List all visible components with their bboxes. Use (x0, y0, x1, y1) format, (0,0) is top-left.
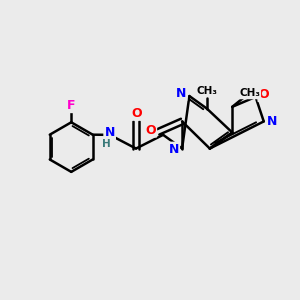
Text: CH₃: CH₃ (239, 88, 260, 98)
Text: F: F (67, 99, 76, 112)
Text: N: N (176, 87, 186, 100)
Text: H: H (103, 139, 112, 148)
Text: N: N (267, 115, 278, 128)
Text: O: O (258, 88, 269, 101)
Text: N: N (105, 126, 115, 139)
Text: O: O (131, 107, 142, 120)
Text: H: H (103, 139, 111, 149)
Text: N: N (169, 142, 179, 156)
Text: CH₃: CH₃ (196, 86, 218, 96)
Text: O: O (146, 124, 156, 137)
Text: N: N (105, 126, 115, 139)
